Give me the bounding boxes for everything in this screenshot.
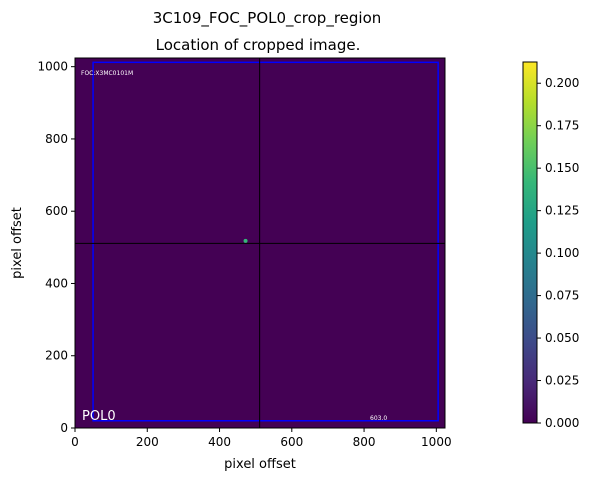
y-tick-label: 800 <box>45 132 68 146</box>
x-axis-ticks: 0 200 400 600 800 1000 <box>71 428 452 449</box>
x-axis-label: pixel offset <box>224 457 296 472</box>
colorbar-ticks: 0.000 0.025 0.050 0.075 0.100 0.125 0.150 0.175… <box>537 76 579 430</box>
colorbar: 0.000 0.025 0.050 0.075 0.100 0.125 0.150 0.175… <box>522 61 579 430</box>
y-axis-label: pixel offset <box>10 207 25 279</box>
filter-label: POL0 <box>82 409 116 424</box>
colorbar-tick-label: 0.000 <box>545 416 579 430</box>
y-axis-ticks: 0 200 400 600 800 1000 <box>37 60 75 435</box>
colorbar-tick-label: 0.175 <box>545 119 579 133</box>
x-tick-label: 0 <box>71 435 79 449</box>
chart-subtitle: Location of cropped image. <box>156 36 361 54</box>
colorbar-tick-label: 0.075 <box>545 289 579 303</box>
x-tick-label: 400 <box>208 435 231 449</box>
chart-title: 3C109_FOC_POL0_crop_region <box>153 9 382 28</box>
x-tick-label: 1000 <box>421 435 452 449</box>
x-tick-label: 200 <box>136 435 159 449</box>
y-tick-label: 200 <box>45 349 68 363</box>
colorbar-tick-label: 0.125 <box>545 204 579 218</box>
y-tick-label: 0 <box>60 421 68 435</box>
y-tick-label: 400 <box>45 276 68 290</box>
colorbar-tick-label: 0.025 <box>545 374 579 388</box>
colorbar-tick-label: 0.200 <box>545 76 579 90</box>
y-tick-label: 600 <box>45 204 68 218</box>
plot-frame <box>74 57 446 429</box>
colorbar-tick-label: 0.100 <box>545 246 579 260</box>
image-plot: FOC:X3MC0101M POL0 603.0 0 200 400 600 800 10… <box>37 57 452 449</box>
exptime-label: 603.0 <box>370 415 387 422</box>
crop-rectangle <box>92 61 439 422</box>
x-tick-label: 800 <box>353 435 376 449</box>
y-tick-label: 1000 <box>37 60 68 74</box>
colorbar-gradient <box>523 62 537 423</box>
x-tick-label: 600 <box>280 435 303 449</box>
colorbar-frame <box>522 61 538 424</box>
point-source <box>243 238 248 243</box>
colorbar-tick-label: 0.050 <box>545 331 579 345</box>
instrument-label: FOC:X3MC0101M <box>81 70 133 77</box>
colorbar-tick-label: 0.150 <box>545 161 579 175</box>
